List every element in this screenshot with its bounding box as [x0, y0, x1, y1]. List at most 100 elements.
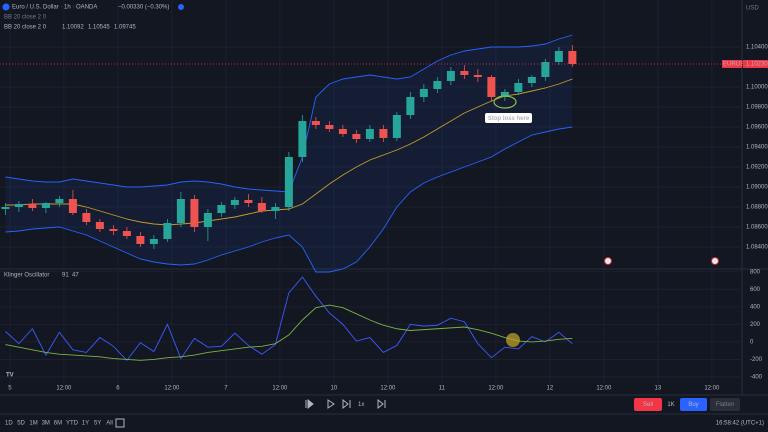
x-tick-label: 12:00 [56, 386, 72, 392]
buy-button[interactable] [680, 398, 707, 411]
quantity[interactable]: 1K [667, 402, 674, 408]
x-tick-label: 12:00 [272, 386, 288, 392]
flatten-button[interactable] [710, 398, 740, 411]
candle-body [406, 97, 415, 115]
y-tick-label: -200 [750, 357, 763, 363]
date-range-icon[interactable] [115, 418, 125, 428]
indicator-row: BB 20 close 2 0 [4, 15, 47, 21]
range-button[interactable]: 1Y [82, 421, 89, 427]
x-tick-label: 10 [331, 386, 338, 392]
y-tick-label: 200 [750, 322, 761, 328]
band-lower [5, 126, 573, 273]
buy-label[interactable]: Buy [688, 402, 698, 408]
x-tick-label: 5 [8, 386, 12, 392]
y-tick-label: 1.10400 [746, 45, 768, 51]
candle-body [419, 89, 428, 97]
x-tick-label: 13 [655, 386, 662, 392]
oscillator-line [5, 276, 573, 362]
annotation-text: Stop loss here [488, 116, 530, 122]
range-button[interactable]: All [106, 421, 113, 427]
x-tick-label: 6 [116, 386, 120, 392]
plot [0, 34, 742, 362]
candle-body [554, 51, 563, 62]
candle-body [163, 223, 172, 239]
sell-button[interactable] [634, 398, 662, 411]
sell-label[interactable]: Sell [643, 402, 653, 408]
range-button[interactable]: YTD [66, 421, 79, 427]
speed[interactable]: 1x [358, 402, 364, 408]
range-buttons: 1D 5D 1M 3M 6M YTD 1Y 5Y All [5, 421, 113, 427]
live-badge [178, 4, 184, 10]
candle-body [95, 222, 104, 229]
candle-body [41, 203, 50, 208]
candle-body [217, 205, 226, 213]
grid [0, 0, 742, 384]
y-tick-label: 1.08400 [746, 245, 768, 251]
price-tag-symbol: EURUSD [723, 62, 749, 68]
price-tag-value [743, 60, 768, 68]
symbol-icon [2, 3, 10, 11]
change: −0.00330 (−0.30%) [118, 5, 169, 11]
candle-body [392, 115, 401, 138]
flatten-label[interactable]: Flatten [716, 402, 734, 408]
candle-body [230, 200, 239, 205]
play[interactable] [327, 399, 335, 409]
replay-start[interactable] [305, 398, 314, 410]
candle-body [514, 83, 523, 92]
y-tick-label: 1.09400 [746, 145, 768, 151]
candle-body [298, 121, 307, 157]
candle-body [446, 71, 455, 81]
event-flag[interactable] [711, 257, 719, 265]
highlight-circle [506, 333, 520, 347]
step[interactable] [342, 398, 351, 410]
candle-body [325, 125, 334, 129]
range-button[interactable]: 5Y [94, 421, 101, 427]
candle-body [136, 236, 145, 244]
candle-body [55, 199, 64, 203]
bb-row: BB 20 close 2 0 [4, 25, 47, 31]
candle-body [487, 77, 496, 97]
bb-basis: 1.10092 [62, 25, 84, 31]
clock: 16:58:42 (UTC+1) [716, 421, 764, 427]
range-button[interactable]: 3M [42, 421, 50, 427]
bb-upper: 1.10545 [88, 25, 110, 31]
band-fill [5, 35, 573, 272]
x-tick-label: 12:00 [596, 386, 612, 392]
range-button[interactable]: 1D [5, 421, 13, 427]
candle-body [365, 129, 374, 139]
candle-body [149, 239, 158, 244]
candle-body [190, 199, 199, 227]
oscillator-line [5, 304, 573, 361]
y-tick-label: 1.08600 [746, 225, 768, 231]
candle-body [68, 199, 77, 213]
oscillator-readout: 47 [72, 273, 79, 279]
candle-body [379, 129, 388, 138]
candle-body [527, 77, 536, 83]
annotation-circle [493, 95, 517, 109]
candle-body [257, 203, 266, 211]
range-button[interactable]: 6M [54, 421, 62, 427]
event-flag[interactable] [604, 257, 612, 265]
range-button[interactable]: 5D [17, 421, 25, 427]
candle-body [460, 71, 469, 75]
y-tick-label: 0 [750, 339, 754, 345]
candle-body [203, 213, 212, 227]
x-tick-label: 12:00 [704, 386, 720, 392]
y-tick-label: 1.09600 [746, 125, 768, 131]
jump[interactable] [377, 398, 386, 410]
range-button[interactable]: 1M [29, 421, 37, 427]
x-tick-label: 7 [224, 386, 228, 392]
candle-body [433, 81, 442, 89]
oscillator-title: Klinger Oscillator [4, 273, 49, 279]
x-tick-label: 12:00 [380, 386, 396, 392]
logo: TV [6, 373, 14, 379]
candle-body [352, 134, 361, 139]
y-tick-label: 1.08800 [746, 205, 768, 211]
candle-body [28, 204, 37, 208]
candle-body [568, 51, 577, 64]
price-tag [722, 60, 742, 68]
